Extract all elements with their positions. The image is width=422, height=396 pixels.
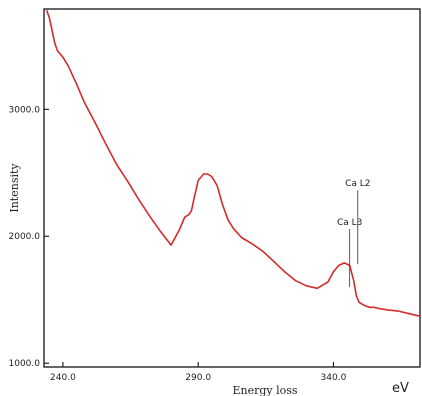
y-tick-label: 1000.0 xyxy=(9,359,41,369)
spectrum-line xyxy=(45,10,421,317)
series-layer xyxy=(45,10,421,317)
x-tick-label: 290.0 xyxy=(185,373,211,383)
annotation-layer: Ca L3 Ca L2 xyxy=(337,179,370,288)
x-axis-unit: eV xyxy=(392,381,409,396)
plot-frame xyxy=(43,8,421,368)
annotation-label: Ca L3 xyxy=(337,218,362,228)
x-tick-label: 340.0 xyxy=(321,373,347,383)
x-tick-label: 240.0 xyxy=(50,373,76,383)
y-tick-label: 3000.0 xyxy=(9,105,41,115)
y-axis-title: Intensity xyxy=(8,163,21,213)
annotation-label: Ca L2 xyxy=(345,179,370,189)
y-ticks: 1000.0 2000.0 3000.0 xyxy=(9,105,49,369)
y-tick-label: 2000.0 xyxy=(9,232,41,242)
x-axis-title: Energy loss xyxy=(232,384,297,396)
x-ticks: 240.0 290.0 340.0 xyxy=(50,362,347,383)
